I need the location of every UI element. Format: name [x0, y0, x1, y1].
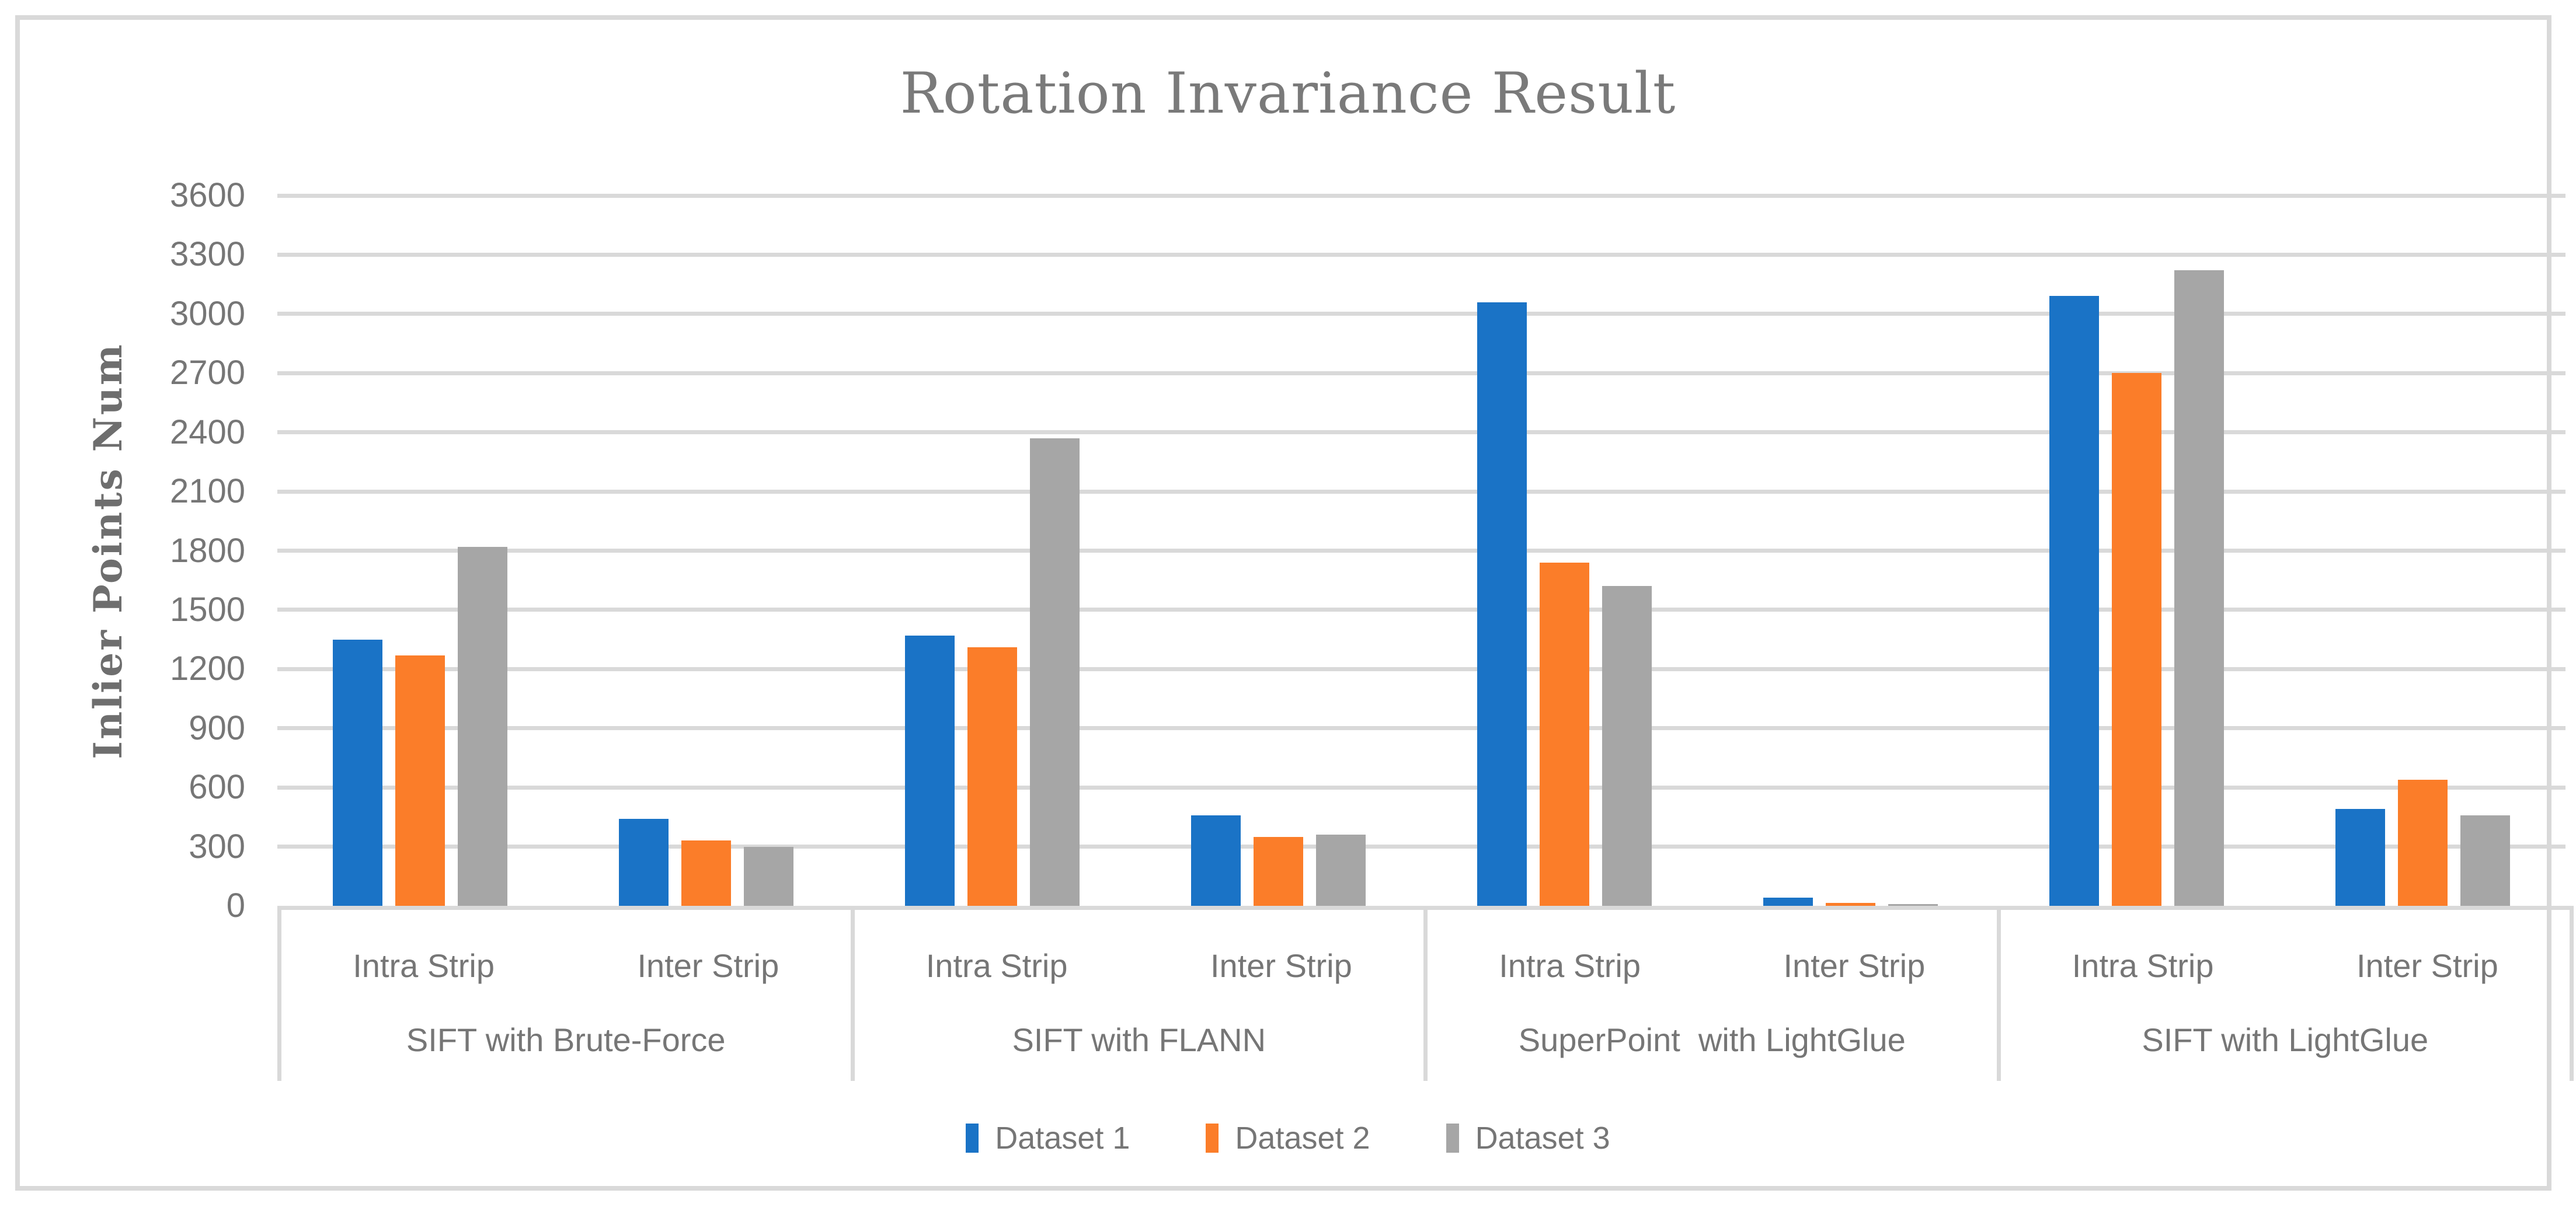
category-group-3: Intra Strip Inter Strip SuperPoint with Li…: [1428, 910, 2001, 1081]
gridline-1200: [277, 667, 2565, 671]
gridline-600: [277, 785, 2565, 790]
category-group-2: Intra Strip Inter Strip SIFT with FLANN: [855, 910, 1428, 1081]
y-tick-label-2400: 2400: [169, 413, 245, 451]
legend-label: Dataset 3: [1475, 1121, 1610, 1156]
legend-swatch-icon: [966, 1124, 979, 1153]
chart-title: Rotation Invariance Result: [900, 61, 1676, 126]
legend-label: Dataset 2: [1235, 1121, 1370, 1156]
subcategory-label: Intra Strip: [2072, 947, 2214, 984]
legend-item-dataset-1: Dataset 1: [966, 1120, 1130, 1156]
gridline-2700: [277, 371, 2565, 375]
y-tick-label-0: 0: [226, 887, 245, 925]
subcategory-row: Intra Strip Inter Strip: [2001, 910, 2570, 1006]
bar-dataset-1: [1763, 898, 1813, 906]
gridline-3600: [277, 193, 2565, 198]
bar-cluster-intra-strip: [1993, 196, 2279, 906]
y-tick-label-2700: 2700: [169, 354, 245, 392]
bar-dataset-1: [1477, 302, 1527, 906]
bar-dataset-2: [1539, 562, 1589, 906]
bar-dataset-2: [1254, 836, 1304, 906]
y-tick-label-1800: 1800: [169, 531, 245, 570]
y-axis-tick-labels: 0 300 600 900 1200 1500 1800 2100 2400 2700 3000 33…: [0, 179, 245, 923]
bar-cluster-intra-strip: [277, 196, 563, 906]
subcategory-row: Intra Strip Inter Strip: [1428, 910, 1997, 1006]
bar-dataset-3: [1030, 438, 1080, 906]
subcategory-row: Intra Strip Inter Strip: [855, 910, 1424, 1006]
gridline-900: [277, 726, 2565, 731]
bar-cluster-intra-strip: [1422, 196, 1708, 906]
y-tick-label-1500: 1500: [169, 590, 245, 629]
bar-dataset-3: [2460, 815, 2510, 906]
legend-swatch-icon: [1446, 1124, 1459, 1153]
subcategory-label: Inter Strip: [1783, 947, 1926, 984]
bar-cluster-inter-strip: [563, 196, 850, 906]
bar-dataset-3: [458, 546, 508, 906]
gridline-1800: [277, 549, 2565, 553]
gridline-3300: [277, 252, 2565, 257]
bar-dataset-3: [1316, 835, 1366, 906]
bar-groups: [277, 196, 2565, 906]
bar-dataset-1: [333, 639, 383, 906]
category-axis: Intra Strip Inter Strip SIFT with Brute-Fo…: [277, 906, 2574, 1081]
bar-group-3: [1422, 196, 1994, 906]
legend-swatch-icon: [1206, 1124, 1219, 1153]
y-tick-label-3000: 3000: [169, 294, 245, 333]
plot-area: [277, 193, 2565, 906]
bar-dataset-1: [619, 819, 669, 906]
bar-dataset-1: [2335, 809, 2385, 906]
legend-item-dataset-2: Dataset 2: [1206, 1120, 1370, 1156]
category-group-1: Intra Strip Inter Strip SIFT with Brute-Fo…: [281, 910, 855, 1081]
bar-dataset-3: [744, 846, 794, 906]
bar-dataset-3: [1888, 903, 1938, 906]
legend: Dataset 1 Dataset 2 Dataset 3: [0, 1112, 2576, 1164]
gridline-2100: [277, 489, 2565, 494]
gridline-1500: [277, 608, 2565, 612]
category-group-label: SIFT with Brute-Force: [406, 1021, 726, 1058]
subcategory-label: Inter Strip: [2356, 947, 2498, 984]
bar-cluster-inter-strip: [1707, 196, 1993, 906]
bar-group-4: [1993, 196, 2565, 906]
bar-group-2: [850, 196, 1422, 906]
legend-item-dataset-3: Dataset 3: [1446, 1120, 1610, 1156]
subcategory-label: Inter Strip: [637, 947, 779, 984]
subcategory-label: Inter Strip: [1210, 947, 1352, 984]
bar-cluster-intra-strip: [850, 196, 1136, 906]
subcategory-label: Intra Strip: [353, 947, 495, 984]
bar-dataset-3: [2174, 270, 2224, 906]
category-group-label: SIFT with FLANN: [1012, 1021, 1266, 1058]
category-group-4: Intra Strip Inter Strip SIFT with LightGlu…: [2001, 910, 2570, 1081]
y-tick-label-900: 900: [189, 709, 245, 747]
y-tick-label-1200: 1200: [169, 650, 245, 688]
y-tick-label-600: 600: [189, 768, 245, 807]
bar-dataset-2: [681, 840, 732, 906]
bar-dataset-1: [1191, 815, 1241, 906]
y-tick-label-300: 300: [189, 827, 245, 866]
bar-dataset-3: [1602, 586, 1652, 906]
bar-group-1: [277, 196, 850, 906]
category-group-label: SIFT with LightGlue: [2142, 1021, 2429, 1058]
gridline-300: [277, 845, 2565, 849]
y-tick-label-3300: 3300: [169, 235, 245, 274]
subcategory-label: Intra Strip: [1499, 947, 1641, 984]
y-tick-label-3600: 3600: [169, 176, 245, 214]
bar-cluster-inter-strip: [1136, 196, 1422, 906]
bar-dataset-2: [395, 655, 445, 906]
category-group-label: SuperPoint with LightGlue: [1518, 1021, 1906, 1058]
subcategory-label: Intra Strip: [925, 947, 1068, 984]
legend-label: Dataset 1: [995, 1121, 1130, 1156]
bar-dataset-2: [1825, 902, 1875, 906]
gridline-2400: [277, 430, 2565, 435]
bar-cluster-inter-strip: [2279, 196, 2565, 906]
gridline-3000: [277, 312, 2565, 316]
bar-dataset-2: [2111, 373, 2161, 906]
y-tick-label-2100: 2100: [169, 472, 245, 511]
bar-dataset-1: [2049, 296, 2099, 906]
bar-dataset-1: [905, 635, 955, 906]
subcategory-row: Intra Strip Inter Strip: [281, 910, 851, 1006]
bar-dataset-2: [967, 647, 1018, 906]
bar-dataset-2: [2397, 779, 2448, 906]
